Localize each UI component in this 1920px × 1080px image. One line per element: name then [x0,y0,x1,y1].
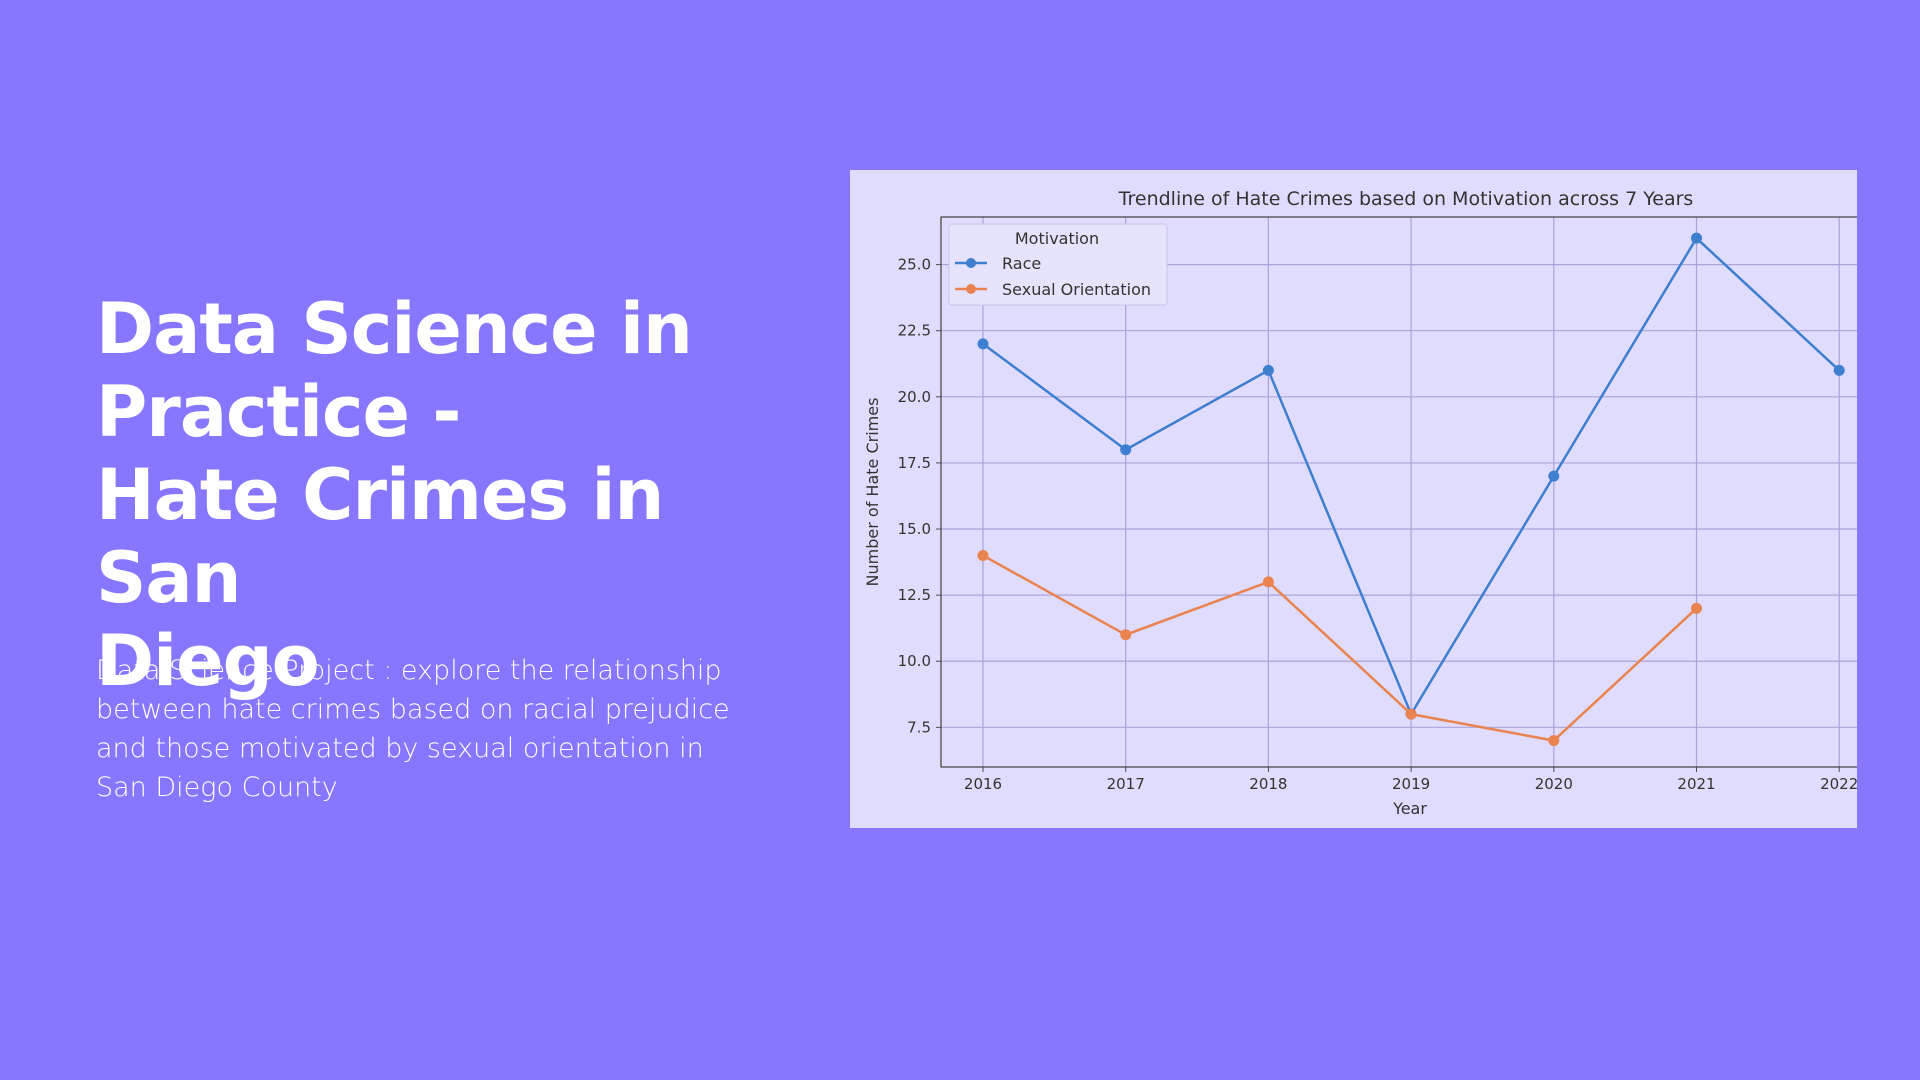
x-tick-label: 2017 [1107,775,1145,793]
x-tick-label: 2022 [1820,775,1857,793]
data-point-race [1691,232,1702,244]
slide-title: Data Science in Practice - Hate Crimes i… [96,288,816,703]
y-tick-label: 15.0 [898,520,931,538]
legend-entry-race: Race [1002,254,1041,273]
y-tick-label: 22.5 [898,322,931,340]
chart-title: Trendline of Hate Crimes based on Motiva… [1118,188,1694,210]
y-tick-label: 20.0 [898,388,931,406]
y-axis-ticks: 7.5 10.0 12.5 15.0 17.5 20.0 22.5 25.0 [898,256,941,736]
x-tick-label: 2018 [1249,775,1287,793]
x-tick-label: 2020 [1535,775,1573,793]
slide-title-line: Diego [96,620,320,702]
slide-description: Data Science Project : explore the relat… [96,655,730,803]
data-point-race [1262,364,1274,376]
x-axis-ticks: 2016 2017 2018 2019 2020 2021 2022 [964,767,1857,793]
legend-box [948,223,1168,306]
legend-swatch-marker [966,258,976,268]
data-point-sexual-orientation [1262,576,1274,588]
x-tick-label: 2016 [964,775,1002,793]
x-tick-label: 2021 [1677,775,1715,793]
slide-title-line: Practice - [96,371,461,453]
slide-title-line: Data Science in [96,288,693,370]
y-tick-label: 25.0 [898,256,931,274]
y-axis-label: Number of Hate Crimes [863,398,882,587]
data-point-sexual-orientation [977,549,989,561]
x-tick-label: 2019 [1392,775,1430,793]
line-chart: 7.5 10.0 12.5 15.0 17.5 20.0 22.5 25.0 2016 2017… [863,188,1857,818]
data-point-sexual-orientation [1548,735,1560,747]
series-line-sexual-orientation [982,554,1698,742]
legend: Motivation Race Sexual Orientation [948,223,1168,306]
data-point-sexual-orientation [1691,602,1702,614]
data-point-race [1548,470,1560,482]
data-point-race [1120,444,1132,456]
y-tick-label: 7.5 [907,718,931,736]
data-point-sexual-orientation [1120,629,1132,641]
legend-swatch-marker [966,284,976,294]
legend-entry-sexual-orientation: Sexual Orientation [1002,280,1151,299]
data-point-race [977,338,989,350]
slide-title-line: Hate Crimes in San [96,454,664,619]
data-point-sexual-orientation [1405,708,1417,720]
legend-title: Motivation [1015,229,1099,248]
plot-frame [940,216,1857,768]
data-point-race [1833,364,1845,376]
x-axis-label: Year [1392,799,1427,818]
y-tick-label: 12.5 [898,586,931,604]
y-tick-label: 10.0 [898,652,931,670]
chart-card: 7.5 10.0 12.5 15.0 17.5 20.0 22.5 25.0 2016 2017… [850,170,1857,828]
y-tick-label: 17.5 [898,454,931,472]
series-lines [977,232,1845,747]
